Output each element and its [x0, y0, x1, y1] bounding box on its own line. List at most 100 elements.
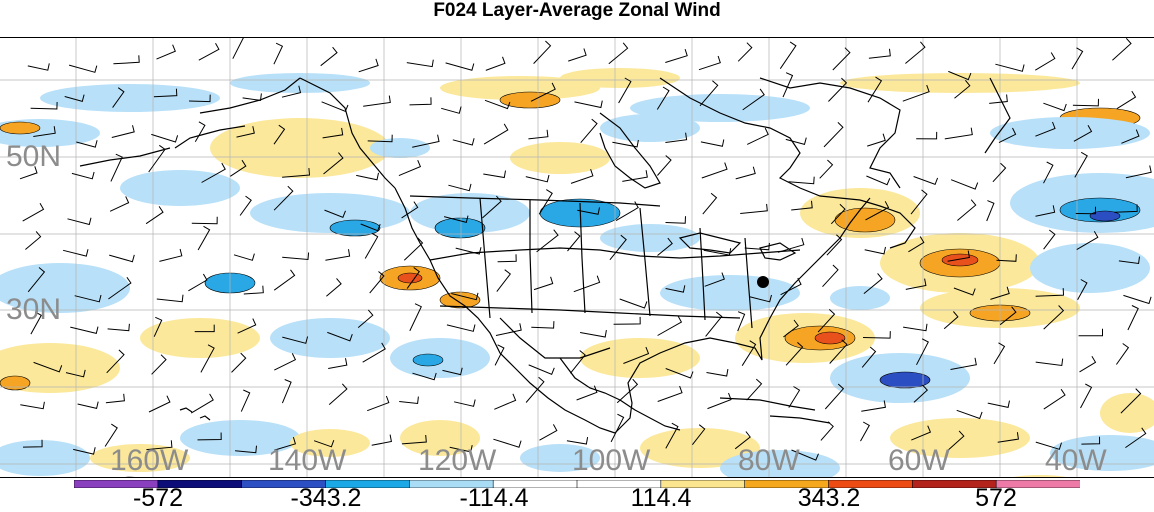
wind-barb	[665, 216, 686, 224]
wind-barb	[525, 376, 545, 403]
wind-barb	[701, 162, 728, 179]
wind-barb	[358, 58, 379, 73]
wind-barb	[483, 170, 506, 179]
wind-barb	[68, 64, 98, 73]
wind-barb	[992, 162, 1007, 183]
wind-barb	[989, 94, 1008, 104]
wind-barb	[568, 48, 587, 62]
wind-barb	[612, 139, 639, 148]
wind-barb	[148, 144, 166, 173]
wind-barb	[746, 378, 763, 401]
wind-barb	[1120, 388, 1142, 414]
wind-barb	[707, 392, 732, 410]
wind-barb	[274, 436, 297, 451]
wind-barb	[570, 350, 586, 374]
wind-barb	[741, 340, 757, 366]
wind-barb	[791, 200, 813, 211]
wind-barb	[1035, 121, 1056, 137]
wind-barb	[740, 203, 768, 214]
wind-barb	[367, 395, 390, 412]
wind-barb	[785, 342, 804, 366]
wind-barb	[1112, 38, 1132, 61]
wind-barb	[482, 195, 502, 219]
wind-barb	[282, 252, 310, 261]
wind-barb	[913, 176, 939, 186]
wind-barb	[497, 254, 517, 263]
wind-barb	[485, 56, 506, 71]
wind-barb	[785, 137, 807, 146]
wind-barb	[20, 401, 45, 410]
wind-barb	[946, 430, 965, 452]
wind-barb	[232, 38, 244, 59]
wind-barb	[240, 389, 251, 412]
wind-barb	[448, 183, 472, 192]
wind-barb	[188, 273, 208, 292]
wind-barb	[947, 250, 970, 262]
wind-barb	[200, 344, 215, 373]
wind-barb	[734, 431, 751, 450]
wind-barb	[496, 269, 512, 292]
wind-barb	[156, 294, 184, 303]
wind-barb	[328, 383, 348, 405]
wind-barb	[657, 385, 683, 402]
wind-barb	[1081, 436, 1101, 445]
contour-fill	[600, 224, 700, 252]
wind-barb	[580, 330, 607, 338]
contour-fill	[230, 73, 370, 93]
wind-barb	[188, 94, 211, 103]
wind-barb	[191, 216, 218, 225]
wind-barb	[65, 369, 86, 378]
colorbar-swatch	[995, 480, 1080, 488]
wind-barb	[861, 346, 877, 368]
contour-fill	[0, 440, 90, 476]
wind-barb	[528, 364, 555, 375]
wind-barb	[864, 246, 886, 255]
wind-barb	[25, 231, 42, 250]
wind-barb	[580, 118, 598, 144]
wind-barb	[1043, 388, 1066, 410]
contour-fill	[0, 121, 41, 135]
wind-barb	[70, 326, 99, 335]
wind-barb	[369, 271, 385, 294]
wind-barb	[1035, 205, 1056, 217]
wind-barb	[1076, 231, 1099, 251]
contour-fill	[0, 375, 31, 391]
wind-barb	[398, 160, 422, 177]
wind-barb	[274, 353, 297, 371]
wind-barb	[107, 323, 130, 332]
contour-fill	[270, 318, 390, 358]
wind-barb	[1073, 125, 1093, 142]
wind-barb	[916, 131, 938, 140]
contour-fill	[890, 418, 1030, 458]
wind-barb	[613, 316, 641, 325]
wind-barb	[71, 171, 95, 180]
wind-barb	[74, 294, 102, 303]
wind-barb	[830, 203, 846, 225]
wind-barb	[997, 432, 1019, 443]
wind-barb	[326, 278, 342, 297]
contour-fill	[0, 263, 130, 313]
wind-barb	[441, 106, 462, 114]
wind-barb	[943, 311, 959, 330]
wind-barb	[360, 223, 381, 232]
wind-barb	[657, 315, 683, 336]
wind-barb	[703, 248, 732, 256]
wind-barb	[113, 55, 140, 65]
wind-barb	[484, 99, 511, 110]
wind-barbs	[19, 38, 1152, 461]
wind-barb	[282, 168, 311, 178]
wind-barb	[616, 378, 639, 404]
wind-barb	[828, 77, 848, 102]
wind-barb	[399, 396, 419, 405]
wind-barb	[1043, 305, 1065, 330]
wind-barb	[110, 153, 123, 182]
contour-fill	[990, 117, 1150, 149]
wind-barb	[159, 248, 183, 262]
wind-barb	[702, 192, 718, 215]
wind-barb	[406, 267, 420, 289]
wind-barb	[1125, 165, 1152, 179]
contour-fill	[520, 444, 600, 472]
wind-barb	[916, 338, 929, 366]
wind-barb	[746, 127, 769, 145]
wind-barb	[953, 287, 976, 296]
